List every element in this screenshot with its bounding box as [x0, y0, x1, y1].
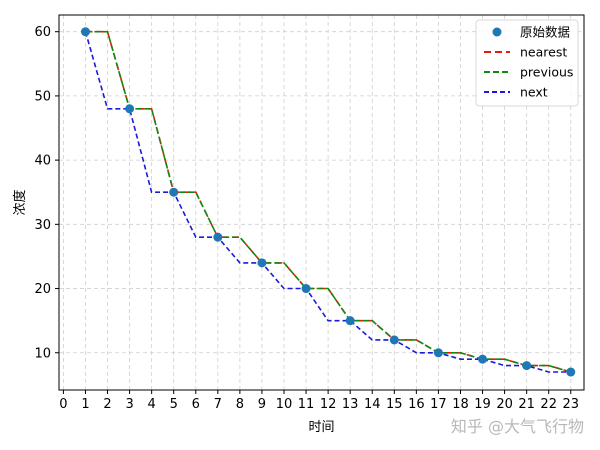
x-tick-label: 7 — [214, 397, 222, 412]
series-line-next — [84, 31, 571, 373]
legend-label: 原始数据 — [520, 25, 570, 40]
series-lines — [84, 30, 572, 373]
x-tick-label: 22 — [540, 397, 557, 412]
plot-frame — [58, 14, 585, 391]
y-tick-label: 20 — [34, 282, 51, 297]
x-tick-label: 14 — [364, 397, 381, 412]
x-tick-label: 15 — [386, 397, 403, 412]
legend-label: nearest — [520, 45, 567, 60]
y-tick-label: 10 — [34, 346, 51, 361]
data-point — [389, 335, 399, 345]
data-point — [213, 232, 223, 242]
x-tick-label: 4 — [148, 397, 156, 412]
x-tick-label: 16 — [408, 397, 425, 412]
legend: 原始数据 nearest previous next — [475, 19, 579, 107]
x-tick-label: 9 — [258, 397, 266, 412]
data-point — [478, 354, 488, 364]
x-tick-label: 20 — [496, 397, 513, 412]
data-point — [345, 316, 355, 326]
data-point — [125, 104, 135, 114]
x-axis-label: 时间 — [308, 420, 334, 435]
x-tick-label: 12 — [320, 397, 337, 412]
x-tick-label: 0 — [59, 397, 67, 412]
y-axis-ticks: 10 20 30 40 50 60 — [34, 25, 59, 361]
watermark: 知乎 @大气飞行物 — [451, 417, 584, 436]
x-tick-label: 6 — [192, 397, 200, 412]
y-tick-label: 50 — [34, 89, 51, 104]
legend-marker — [492, 27, 502, 37]
original-points — [80, 27, 576, 377]
x-tick-label: 10 — [276, 397, 293, 412]
y-tick-label: 30 — [34, 218, 51, 233]
legend-label: next — [520, 85, 548, 100]
x-tick-label: 19 — [474, 397, 491, 412]
grid — [59, 15, 584, 390]
x-axis-ticks: 0 1 2 3 4 5 6 7 8 9 10 11 12 13 14 15 16 17 18 19 20 21 22 23 — [59, 390, 579, 412]
x-tick-label: 18 — [452, 397, 469, 412]
x-tick-label: 13 — [342, 397, 359, 412]
data-point — [257, 258, 267, 268]
data-point — [566, 367, 576, 377]
series-line-previous — [85, 30, 572, 373]
y-tick-label: 60 — [34, 25, 51, 40]
x-tick-label: 8 — [236, 397, 244, 412]
data-point — [433, 348, 443, 358]
x-tick-label: 3 — [125, 397, 133, 412]
data-point — [301, 284, 311, 294]
data-point — [80, 27, 90, 37]
x-tick-label: 2 — [103, 397, 111, 412]
legend-label: previous — [520, 65, 573, 80]
x-tick-label: 21 — [518, 397, 535, 412]
x-tick-label: 1 — [81, 397, 89, 412]
data-point — [522, 361, 532, 371]
data-point — [169, 187, 179, 197]
x-tick-label: 11 — [298, 397, 315, 412]
x-tick-label: 5 — [170, 397, 178, 412]
y-axis-label: 浓度 — [12, 189, 28, 215]
legend-box — [475, 19, 579, 107]
y-tick-label: 40 — [34, 154, 51, 169]
x-tick-label: 17 — [430, 397, 447, 412]
x-tick-label: 23 — [562, 397, 579, 412]
